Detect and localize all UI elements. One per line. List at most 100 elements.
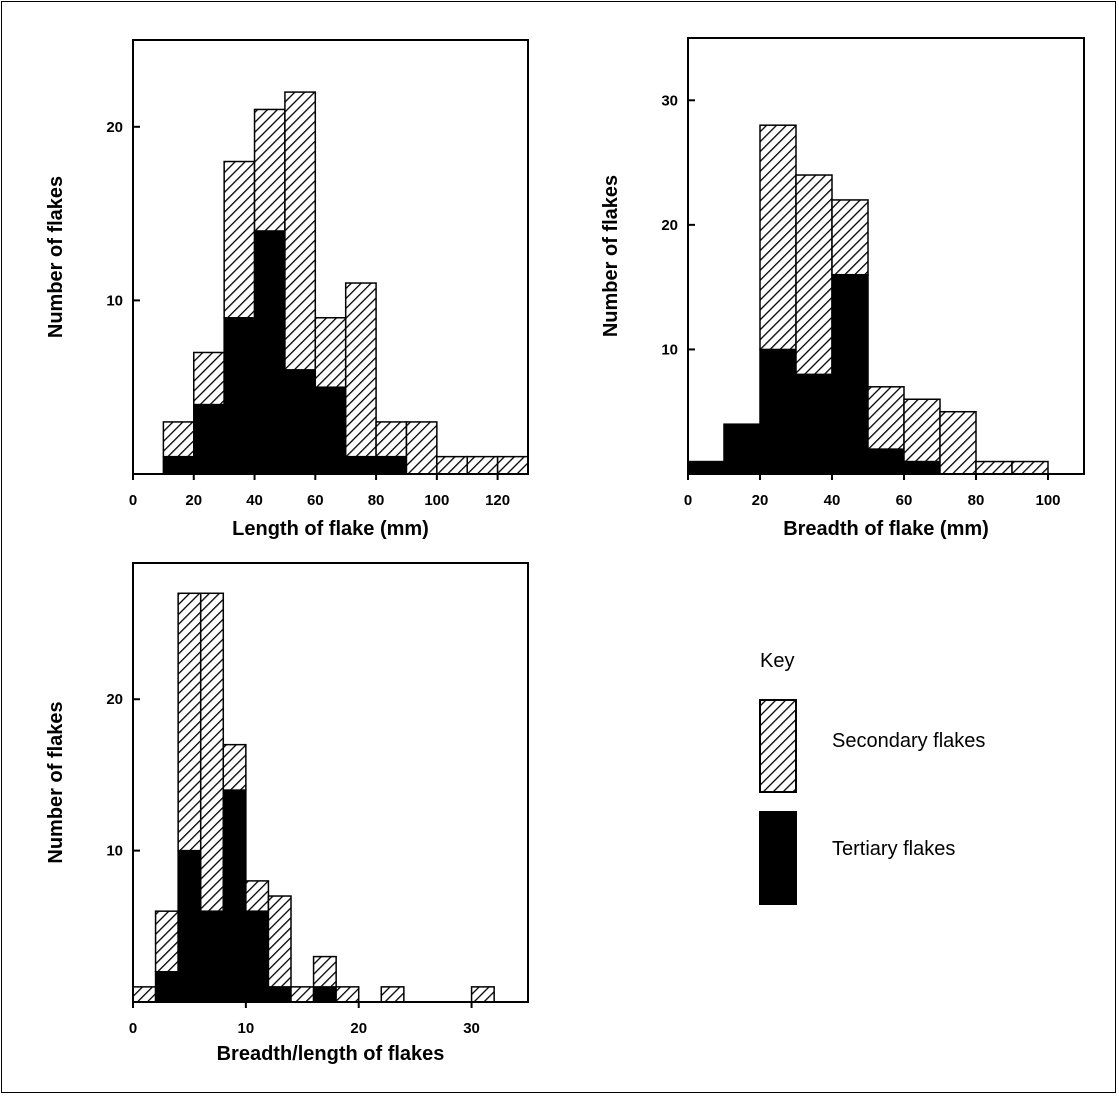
breadth-y-ticks: 10 20 30 <box>661 92 695 358</box>
length-bar-secondary-10 <box>162 421 195 458</box>
length-bar-secondary-100 <box>436 455 468 475</box>
breadth-bar-tertiary-50 <box>867 448 905 475</box>
legend-label-tertiary: Tertiary flakes <box>832 838 955 860</box>
length-bar-secondary-120 <box>496 455 529 475</box>
breadth-x-tick-label: 60 <box>896 492 913 509</box>
length-bar-tertiary-30 <box>223 317 256 475</box>
length-bar-secondary-30 <box>223 160 256 319</box>
breadth-y-axis-label: Number of flakes <box>600 175 622 337</box>
breadth-x-tick-label: 20 <box>752 492 769 509</box>
length-y-ticks: 10 20 <box>106 119 140 309</box>
breadth-bar-secondary-50 <box>867 386 905 450</box>
ratio-bar-tertiary-8 <box>222 789 247 1003</box>
breadth-y-tick-label: 20 <box>661 217 678 234</box>
breadth-x-tick-label: 0 <box>684 492 692 509</box>
length-plot-box <box>132 39 529 475</box>
ratio-bar-tertiary-10 <box>245 910 270 1003</box>
length-bar-tertiary-40 <box>253 230 286 475</box>
breadth-bar-tertiary-10 <box>723 423 761 475</box>
breadth-bar-secondary-60 <box>903 398 941 463</box>
breadth-bar-tertiary-40 <box>831 273 869 475</box>
length-x-tick-label: 20 <box>185 492 202 509</box>
ratio-histogram: 0 10 20 30 10 20 Breadth/length of flakes Nu… <box>45 562 529 1065</box>
length-bar-secondary-110 <box>466 455 499 475</box>
length-bar-tertiary-20 <box>193 403 225 475</box>
ratio-bar-secondary-18 <box>335 986 360 1003</box>
legend-title: Key <box>760 650 794 672</box>
breadth-x-tick-label: 40 <box>824 492 841 509</box>
ratio-x-tick-label: 20 <box>350 1020 367 1037</box>
breadth-bar-secondary-20 <box>759 124 797 351</box>
length-bar-tertiary-50 <box>284 369 317 475</box>
legend-label-secondary: Secondary flakes <box>832 730 985 752</box>
breadth-bars <box>687 124 1049 475</box>
length-x-tick-label: 60 <box>307 492 324 509</box>
breadth-bar-tertiary-60 <box>903 460 941 475</box>
ratio-plot-box <box>132 562 529 1003</box>
ratio-bar-secondary-22 <box>380 986 405 1003</box>
length-bar-tertiary-80 <box>375 455 408 475</box>
breadth-y-tick-label: 30 <box>661 92 678 109</box>
breadth-bar-tertiary-30 <box>795 373 833 475</box>
ratio-x-axis-label: Breadth/length of flakes <box>217 1043 445 1065</box>
length-x-tick-label: 40 <box>246 492 263 509</box>
ratio-bars <box>132 592 495 1003</box>
length-x-tick-label: 0 <box>129 492 137 509</box>
breadth-bar-secondary-30 <box>795 174 833 376</box>
breadth-bar-tertiary-0 <box>687 460 725 475</box>
length-bar-secondary-80 <box>375 421 408 458</box>
breadth-x-tick-label: 100 <box>1035 492 1060 509</box>
ratio-bar-secondary-10 <box>245 880 270 912</box>
ratio-bar-secondary-0 <box>132 986 157 1003</box>
breadth-x-axis-label: Breadth of flake (mm) <box>783 518 989 540</box>
ratio-y-axis-label: Number of flakes <box>45 701 67 863</box>
legend: Key Secondary flakes Tertiary flakes <box>759 650 985 905</box>
ratio-y-ticks: 10 20 <box>106 691 140 860</box>
breadth-x-ticks: 0 20 40 60 80 100 <box>684 474 1061 509</box>
legend-swatch-tertiary <box>759 811 797 905</box>
breadth-bar-secondary-40 <box>831 199 869 276</box>
ratio-bar-secondary-6 <box>199 592 225 912</box>
ratio-bar-tertiary-12 <box>267 986 292 1003</box>
ratio-bar-secondary-14 <box>290 986 315 1003</box>
length-bars <box>162 91 529 475</box>
length-x-axis-label: Length of flake (mm) <box>232 518 429 540</box>
length-bar-secondary-50 <box>284 91 317 371</box>
breadth-bar-secondary-90 <box>1011 460 1049 475</box>
breadth-x-tick-label: 80 <box>968 492 985 509</box>
ratio-bar-secondary-2 <box>154 910 179 973</box>
length-x-tick-label: 100 <box>424 492 449 509</box>
length-y-axis-label: Number of flakes <box>45 176 67 338</box>
length-bar-tertiary-70 <box>344 455 377 475</box>
breadth-bar-secondary-80 <box>975 460 1013 475</box>
ratio-y-tick-label: 10 <box>106 843 123 860</box>
ratio-x-tick-label: 10 <box>238 1020 255 1037</box>
length-y-tick-label: 10 <box>106 292 123 309</box>
length-x-tick-label: 80 <box>368 492 385 509</box>
ratio-bar-secondary-12 <box>267 895 292 988</box>
ratio-bar-tertiary-4 <box>177 849 202 1003</box>
length-bar-tertiary-10 <box>162 455 195 475</box>
length-bar-secondary-20 <box>193 351 225 406</box>
breadth-histogram: 0 20 40 60 80 100 10 20 30 Breadth of flake (mm… <box>600 37 1085 540</box>
ratio-x-tick-label: 30 <box>463 1020 480 1037</box>
length-bar-secondary-40 <box>253 108 286 232</box>
length-x-tick-label: 120 <box>485 492 510 509</box>
length-x-ticks: 0 20 40 60 80 100 120 <box>129 474 510 509</box>
length-bar-secondary-60 <box>314 317 347 388</box>
ratio-bar-secondary-4 <box>177 592 202 852</box>
ratio-y-tick-label: 20 <box>106 691 123 708</box>
breadth-bar-secondary-70 <box>939 410 977 475</box>
length-bar-secondary-90 <box>405 421 438 475</box>
length-histogram: 0 20 40 60 80 100 120 10 20 Length of flake (mm… <box>45 39 529 540</box>
ratio-bar-secondary-8 <box>222 743 247 791</box>
ratio-x-tick-label: 0 <box>129 1020 137 1037</box>
ratio-bar-secondary-16 <box>312 955 337 988</box>
legend-swatch-secondary <box>759 699 797 793</box>
length-y-tick-label: 20 <box>106 119 123 136</box>
breadth-plot-box <box>687 37 1085 475</box>
breadth-y-tick-label: 10 <box>661 341 678 358</box>
ratio-bar-tertiary-2 <box>154 970 179 1003</box>
